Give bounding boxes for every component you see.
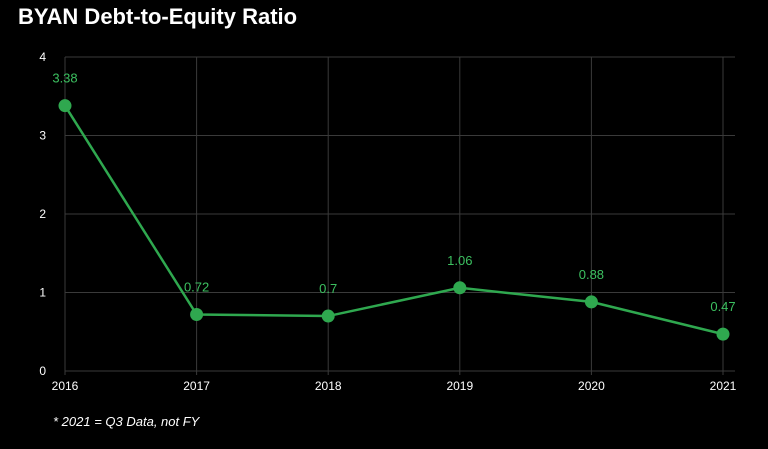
x-tick-label: 2017: [183, 379, 210, 393]
data-point: [321, 309, 335, 323]
y-axis-ticks: 0 1 2 3 4: [39, 50, 46, 378]
series-line: [63, 105, 724, 336]
chart-title: BYAN Debt-to-Equity Ratio: [18, 4, 298, 29]
data-point: [58, 99, 72, 113]
x-tick-label: 2016: [52, 379, 79, 393]
data-point: [453, 281, 467, 295]
data-label: 0.88: [579, 267, 604, 282]
x-tick-label: 2021: [710, 379, 737, 393]
data-labels: 3.38 0.72 0.7 1.06 0.88 0.47: [52, 71, 735, 314]
y-tick-label: 2: [39, 207, 46, 221]
y-tick-label: 3: [39, 129, 46, 143]
grid-lines: [64, 56, 735, 375]
footnote: * 2021 = Q3 Data, not FY: [53, 414, 200, 429]
y-tick-label: 1: [39, 286, 46, 300]
data-label: 3.38: [52, 71, 77, 86]
data-label: 0.72: [184, 279, 209, 294]
data-label: 1.06: [447, 253, 472, 268]
data-point: [190, 307, 204, 321]
x-axis-ticks: 2016 2017 2018 2019 2020 2021: [52, 379, 737, 393]
x-tick-label: 2020: [578, 379, 605, 393]
x-tick-label: 2018: [315, 379, 342, 393]
series-group: [58, 99, 730, 341]
data-label: 0.7: [319, 281, 337, 296]
y-tick-label: 0: [39, 364, 46, 378]
data-point: [584, 295, 598, 309]
data-label: 0.47: [710, 299, 735, 314]
x-tick-label: 2019: [446, 379, 473, 393]
data-point: [716, 327, 730, 341]
y-tick-label: 4: [39, 50, 46, 64]
